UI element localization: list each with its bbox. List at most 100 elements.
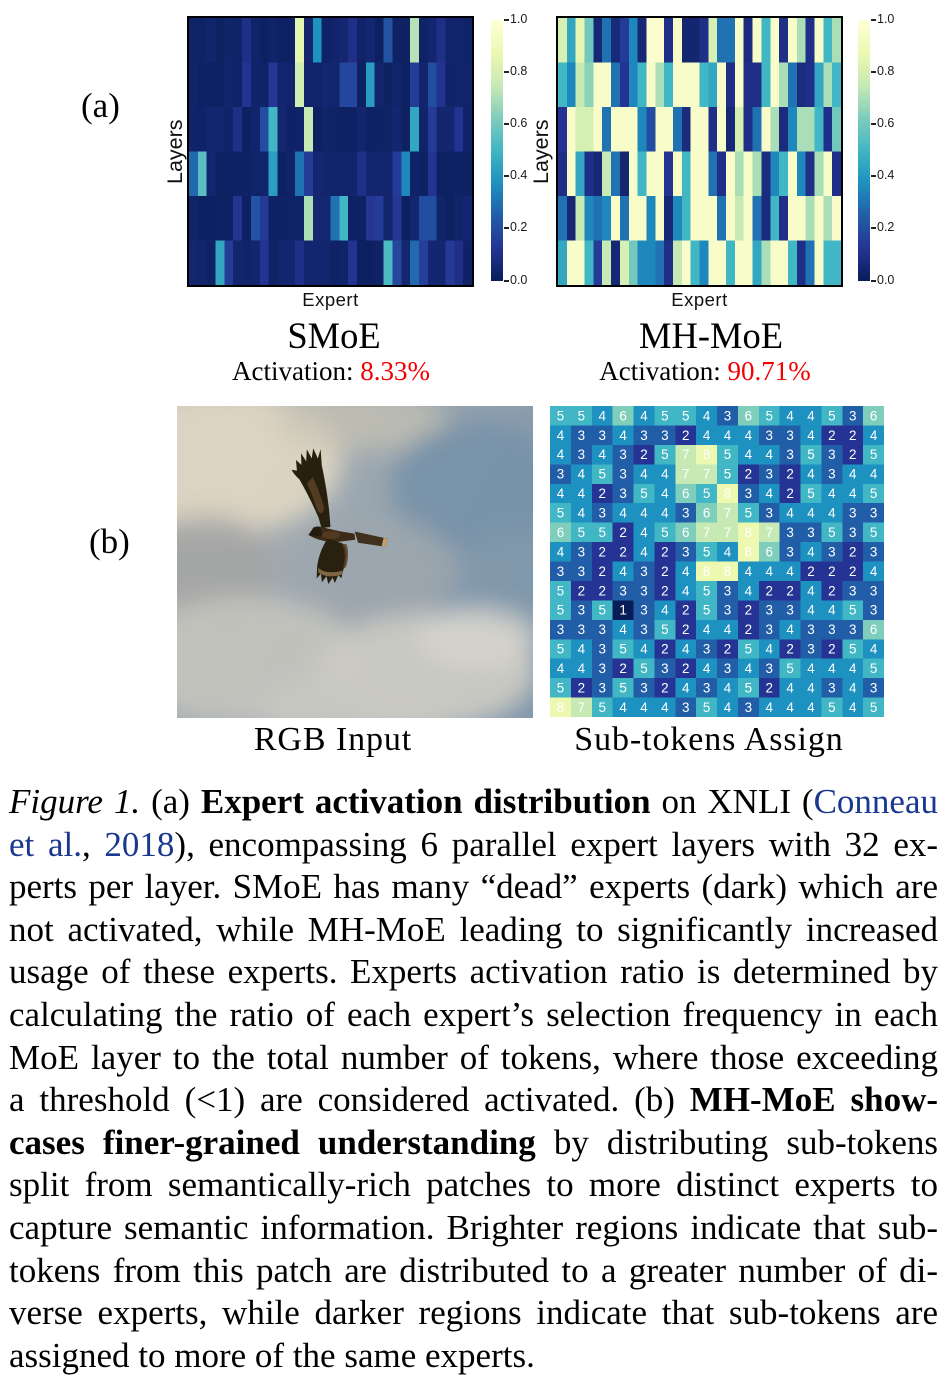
svg-text:3: 3: [661, 428, 668, 443]
svg-text:4: 4: [640, 525, 648, 540]
svg-text:2: 2: [765, 680, 772, 695]
svg-text:5: 5: [724, 467, 731, 482]
svg-text:3: 3: [682, 700, 689, 715]
svg-text:8: 8: [745, 525, 752, 540]
svg-text:4: 4: [807, 544, 815, 559]
svg-text:4: 4: [661, 467, 669, 482]
svg-text:4: 4: [807, 467, 815, 482]
svg-text:2: 2: [807, 564, 814, 579]
svg-text:3: 3: [661, 661, 668, 676]
svg-text:3: 3: [786, 428, 793, 443]
svg-text:4: 4: [578, 506, 586, 521]
svg-text:2: 2: [786, 642, 793, 657]
svg-text:2: 2: [828, 564, 835, 579]
svg-text:2: 2: [682, 622, 689, 637]
svg-text:3: 3: [828, 680, 835, 695]
svg-text:8: 8: [724, 564, 731, 579]
svg-text:3: 3: [786, 447, 793, 462]
svg-text:3: 3: [849, 622, 856, 637]
svg-text:4: 4: [724, 544, 732, 559]
svg-text:4: 4: [828, 661, 836, 676]
svg-text:3: 3: [578, 564, 585, 579]
svg-text:5: 5: [557, 642, 564, 657]
svg-text:8: 8: [703, 447, 710, 462]
svg-text:4: 4: [849, 661, 857, 676]
svg-text:6: 6: [619, 408, 626, 423]
svg-text:3: 3: [765, 661, 772, 676]
svg-text:2: 2: [578, 583, 585, 598]
svg-text:4: 4: [578, 661, 586, 676]
svg-text:6: 6: [682, 486, 689, 501]
svg-text:4: 4: [745, 583, 753, 598]
svg-text:4: 4: [640, 506, 648, 521]
svg-text:2: 2: [849, 564, 856, 579]
svg-text:3: 3: [598, 661, 605, 676]
svg-text:3: 3: [619, 467, 626, 482]
svg-text:4: 4: [640, 467, 648, 482]
svg-text:3: 3: [578, 428, 585, 443]
svg-text:4: 4: [745, 661, 753, 676]
svg-text:7: 7: [682, 447, 689, 462]
svg-text:4: 4: [598, 447, 606, 462]
svg-text:3: 3: [640, 603, 647, 618]
svg-text:4: 4: [828, 603, 836, 618]
svg-text:4: 4: [786, 622, 794, 637]
svg-text:2: 2: [619, 661, 626, 676]
svg-text:3: 3: [807, 642, 814, 657]
svg-text:2: 2: [745, 603, 752, 618]
svg-text:4: 4: [578, 642, 586, 657]
svg-text:2: 2: [849, 428, 856, 443]
svg-text:4: 4: [703, 428, 711, 443]
svg-text:4: 4: [786, 408, 794, 423]
svg-text:3: 3: [578, 447, 585, 462]
svg-text:4: 4: [640, 544, 648, 559]
svg-text:4: 4: [619, 428, 627, 443]
svg-text:7: 7: [703, 525, 710, 540]
svg-text:2: 2: [682, 428, 689, 443]
svg-text:4: 4: [598, 408, 606, 423]
svg-text:3: 3: [786, 525, 793, 540]
svg-text:4: 4: [765, 564, 773, 579]
svg-text:5: 5: [661, 447, 668, 462]
svg-text:2: 2: [598, 564, 605, 579]
svg-text:3: 3: [870, 583, 877, 598]
svg-text:5: 5: [661, 622, 668, 637]
svg-text:4: 4: [807, 583, 815, 598]
svg-text:4: 4: [661, 486, 669, 501]
svg-text:3: 3: [828, 467, 835, 482]
svg-text:3: 3: [849, 506, 856, 521]
svg-text:4: 4: [682, 642, 690, 657]
svg-text:3: 3: [619, 583, 626, 598]
svg-text:8: 8: [703, 564, 710, 579]
svg-text:4: 4: [807, 428, 815, 443]
svg-text:4: 4: [682, 564, 690, 579]
svg-text:4: 4: [765, 642, 773, 657]
svg-text:5: 5: [557, 583, 564, 598]
svg-text:4: 4: [807, 661, 815, 676]
svg-text:2: 2: [661, 544, 668, 559]
svg-text:5: 5: [703, 486, 710, 501]
svg-text:3: 3: [765, 622, 772, 637]
svg-text:6: 6: [765, 544, 772, 559]
svg-text:3: 3: [828, 622, 835, 637]
svg-text:5: 5: [598, 525, 605, 540]
svg-text:5: 5: [745, 506, 752, 521]
svg-text:2: 2: [765, 583, 772, 598]
svg-text:4: 4: [703, 622, 711, 637]
svg-text:3: 3: [786, 603, 793, 618]
svg-text:2: 2: [745, 467, 752, 482]
svg-text:3: 3: [640, 583, 647, 598]
svg-text:3: 3: [557, 564, 564, 579]
svg-text:3: 3: [724, 661, 731, 676]
svg-text:2: 2: [682, 661, 689, 676]
svg-text:3: 3: [640, 622, 647, 637]
svg-text:5: 5: [703, 700, 710, 715]
svg-text:4: 4: [786, 564, 794, 579]
svg-text:4: 4: [849, 467, 857, 482]
svg-text:5: 5: [557, 603, 564, 618]
svg-text:3: 3: [598, 680, 605, 695]
svg-text:4: 4: [703, 661, 711, 676]
svg-text:3: 3: [724, 583, 731, 598]
svg-text:3: 3: [598, 642, 605, 657]
svg-text:3: 3: [870, 544, 877, 559]
